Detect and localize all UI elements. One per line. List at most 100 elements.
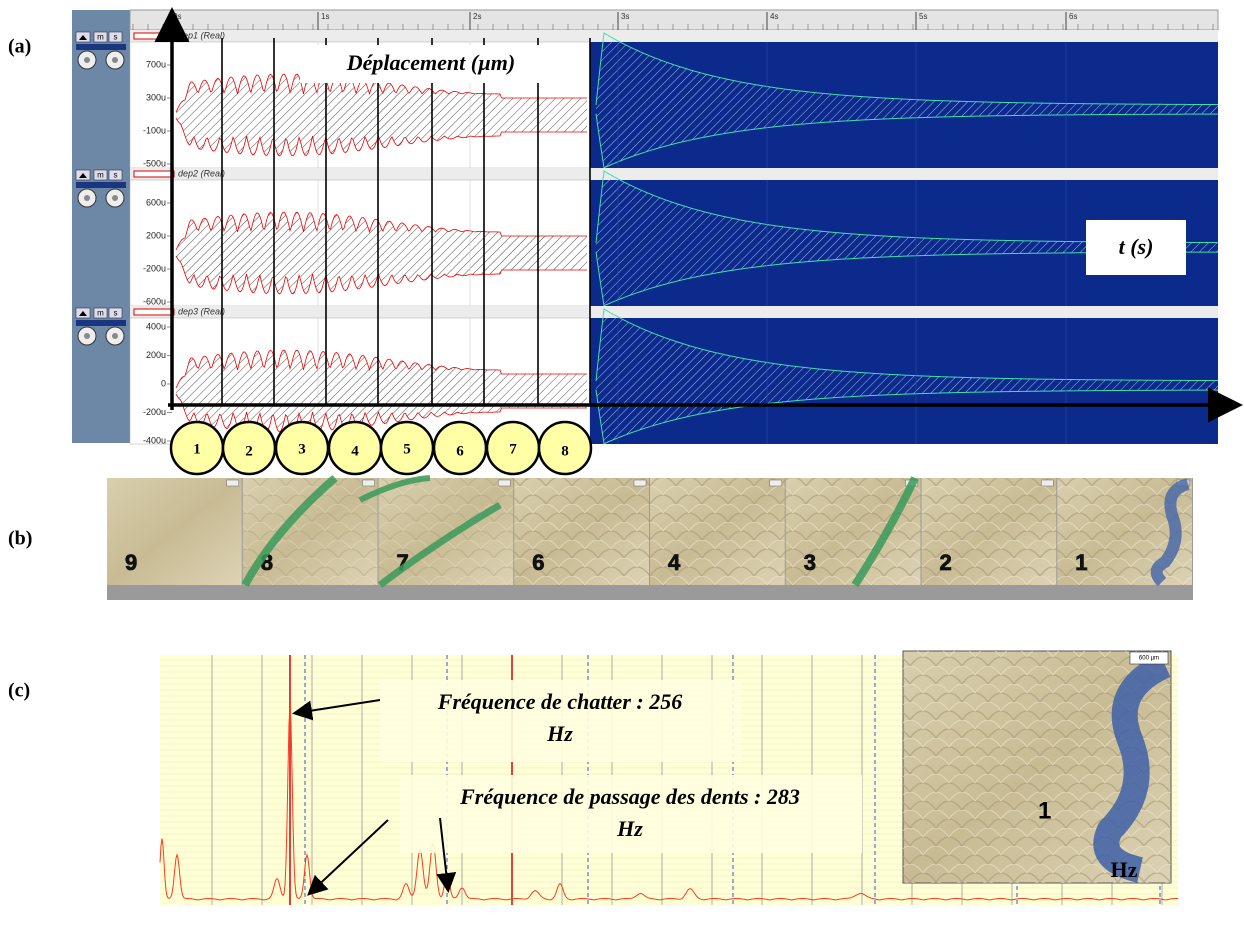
decay-lower (595, 389, 1219, 445)
track-header (130, 30, 1218, 42)
signal-upper (175, 349, 587, 389)
inset-scalebar-box (1129, 651, 1169, 665)
photo-scalebar (769, 479, 782, 487)
ink-streak (851, 476, 919, 588)
inset-label: 1 (1038, 797, 1051, 824)
zone-circle (537, 420, 593, 476)
ruler-label: 5s (919, 12, 927, 21)
inset-scalebar: 600 µm (1139, 656, 1159, 662)
y-label: 200u (146, 230, 166, 240)
ink-s (1150, 478, 1190, 587)
decay-hatch (596, 309, 1218, 444)
track-name: dep1 (Real) (178, 30, 225, 40)
photo-scalebar (633, 479, 647, 487)
annotation-arrow (436, 817, 457, 893)
photo-scalebar (226, 479, 239, 487)
panel-label: (b) (8, 528, 32, 550)
y-label: 600u (146, 197, 166, 207)
ruler-label: 2s (473, 12, 481, 21)
signal-lower (175, 393, 587, 433)
photo-label: 4 (668, 550, 681, 575)
track-button-label: s (114, 309, 118, 318)
decay-lower (595, 113, 1219, 169)
zone-label: 1 (193, 441, 201, 457)
track-meter (76, 182, 126, 188)
ink-streak (358, 475, 431, 503)
photo-scalebar (1041, 479, 1054, 487)
zone-label: 4 (351, 443, 359, 459)
annotation-line2: Hz (616, 816, 643, 841)
x-title-box (1086, 220, 1186, 275)
track-button-label: m (97, 309, 104, 318)
photo-texture (785, 478, 921, 585)
zone-label: 5 (403, 441, 411, 457)
y-title: Déplacement (µm) (346, 50, 515, 75)
y-label: -100u (143, 125, 166, 135)
ruler-label: 1s (321, 12, 329, 21)
y-label: 400u (146, 321, 166, 331)
track-color (133, 170, 175, 178)
knob-center (112, 195, 118, 201)
y-label: -400u (143, 435, 166, 445)
ink-streak (377, 501, 502, 588)
track-button (93, 31, 108, 43)
annotation-line1: Fréquence de chatter : 256 (437, 689, 682, 714)
photo-label: 6 (532, 550, 544, 575)
y-label: 200u (146, 350, 166, 360)
track-header (130, 306, 1218, 318)
ruler-label: 4s (770, 12, 778, 21)
annotation-line1: Fréquence de passage des dents : 283 (459, 784, 800, 809)
zone-label: 2 (245, 443, 253, 459)
signal-upper (175, 73, 587, 113)
ink-streak (241, 474, 338, 587)
ruler-label: 3s (621, 12, 629, 21)
x-unit: Hz (1111, 857, 1138, 882)
decay-upper (595, 308, 1219, 382)
y-label: -200u (143, 263, 166, 273)
collapse-icon (79, 311, 87, 316)
track-button (108, 169, 123, 181)
photo-scalebar (498, 479, 511, 487)
track-button-label: s (114, 171, 118, 180)
photo-scalebar (362, 479, 375, 487)
track-color (133, 308, 175, 316)
track-header (130, 168, 1218, 180)
panel-label: (c) (8, 680, 30, 702)
knob-center (84, 57, 90, 63)
y-label: 700u (146, 59, 166, 69)
decay-hatch (596, 33, 1218, 168)
sidebar (72, 10, 130, 443)
knob-center (112, 333, 118, 339)
collapse-icon (79, 173, 87, 178)
inset-ink (1093, 653, 1171, 883)
zone-label: 8 (561, 443, 569, 459)
track-color (133, 32, 175, 40)
x-title: t (s) (1119, 234, 1154, 259)
zone-label: 7 (509, 441, 517, 457)
knob-center (112, 57, 118, 63)
photo-texture (921, 478, 1057, 585)
ruler-label: 0s (173, 12, 181, 21)
zone-label: 6 (456, 443, 464, 459)
track-button (93, 307, 108, 319)
photo-label: 1 (1075, 550, 1087, 575)
photo-label: 2 (940, 550, 952, 575)
annotation-box (380, 680, 742, 762)
signal-lower (175, 117, 587, 157)
track-name: dep2 (Real) (178, 168, 225, 178)
knob-center (84, 333, 90, 339)
ruler-label: 6s (1069, 12, 1077, 21)
track-button (108, 307, 123, 319)
y-label: -500u (143, 158, 166, 168)
y-title-box (300, 45, 562, 83)
track-meter (76, 44, 126, 50)
y-label: 0 (161, 378, 166, 388)
knob-center (84, 195, 90, 201)
signal-lower (175, 255, 587, 295)
panel-label: (a) (8, 36, 31, 58)
track-meter (76, 320, 126, 326)
annotation-line2: Hz (546, 721, 573, 746)
photo-label: 9 (125, 550, 137, 575)
decay-upper (595, 32, 1219, 106)
